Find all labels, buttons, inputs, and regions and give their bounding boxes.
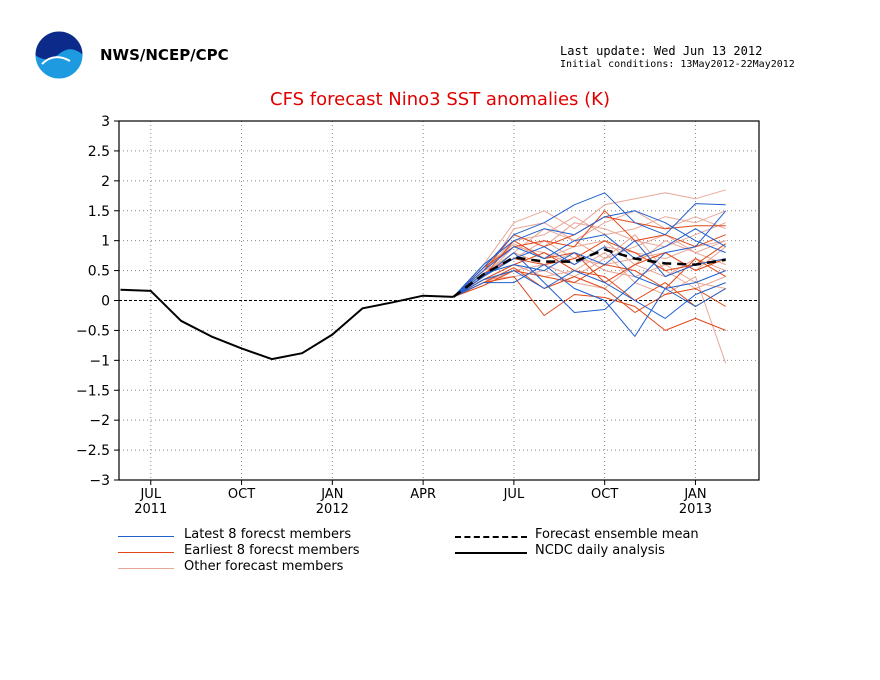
legend-swatch-analysis	[455, 552, 527, 554]
other-member-line	[453, 189, 726, 298]
earliest-member-line	[453, 210, 726, 298]
x-tick-label: JUL	[139, 487, 161, 502]
y-tick-label: 0	[101, 294, 110, 310]
latest-member-line	[453, 246, 726, 298]
legend-swatch-mean	[455, 536, 527, 538]
y-tick-label: −0.5	[76, 323, 110, 339]
ensemble-mean-line	[452, 248, 726, 298]
legend-label-mean: Forecast ensemble mean	[535, 527, 699, 542]
y-tick-label: −2	[89, 413, 110, 429]
latest-member-line	[453, 228, 726, 298]
y-tick-label: −3	[89, 473, 110, 489]
latest-member-line	[453, 270, 726, 319]
org-label: NWS/NCEP/CPC	[100, 46, 229, 64]
x-tick-label: JAN	[320, 487, 343, 502]
plot-frame	[118, 120, 760, 481]
legend-label-latest: Latest 8 forecst members	[184, 527, 352, 542]
initial-conditions-text: Initial conditions: 13May2012-22May2012	[560, 59, 795, 70]
chart-title: CFS forecast Nino3 SST anomalies (K)	[270, 89, 610, 110]
y-tick-label: −2.5	[76, 443, 110, 459]
latest-member-line	[453, 210, 727, 313]
legend-label-other: Other forecast members	[184, 559, 344, 574]
y-tick-label: 0.5	[88, 264, 110, 280]
earliest-member-line	[453, 240, 726, 298]
y-tick-label: 2	[101, 174, 110, 190]
x-tick-label: APR	[410, 487, 436, 502]
legend-swatch-earliest	[118, 552, 174, 553]
latest-member-line	[453, 210, 726, 298]
latest-member-line	[453, 240, 726, 298]
x-tick-year-label: 2011	[134, 502, 167, 517]
legend-swatch-other	[118, 568, 174, 569]
y-tick-label: 3	[101, 114, 110, 130]
x-tick-label: JAN	[683, 487, 706, 502]
x-tick-label: OCT	[228, 487, 255, 502]
x-tick-label: OCT	[591, 487, 618, 502]
earliest-member-line	[453, 276, 726, 331]
noaa-logo-icon	[34, 30, 84, 80]
y-tick-label: 1	[101, 234, 110, 250]
y-tick-label: −1	[89, 353, 110, 369]
y-tick-label: 2.5	[88, 144, 110, 160]
latest-member-line	[453, 264, 726, 337]
earliest-member-line	[453, 258, 726, 298]
legend-label-earliest: Earliest 8 forecst members	[184, 543, 360, 558]
legend-label-analysis: NCDC daily analysis	[535, 543, 665, 558]
y-tick-label: −1.5	[76, 383, 110, 399]
x-tick-year-label: 2013	[679, 502, 712, 517]
y-tick-label: 1.5	[88, 204, 110, 220]
latest-member-line	[453, 192, 726, 298]
last-update-text: Last update: Wed Jun 13 2012	[560, 44, 763, 58]
ncdc-analysis-line	[120, 288, 454, 361]
x-tick-label: JUL	[503, 487, 525, 502]
legend-swatch-latest	[118, 536, 174, 537]
x-tick-year-label: 2012	[316, 502, 349, 517]
